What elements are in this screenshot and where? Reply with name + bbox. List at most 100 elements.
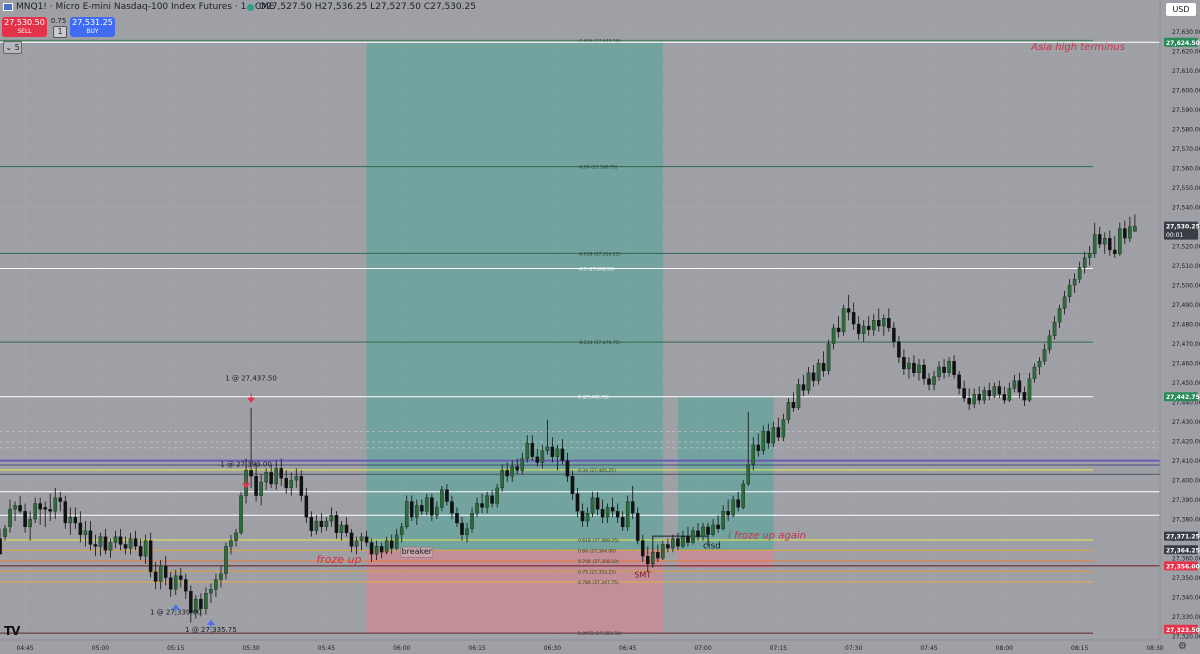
candle-body xyxy=(841,308,846,333)
candle-body xyxy=(495,487,499,504)
candle-body xyxy=(982,390,987,401)
fib-level-label: 0.618 (27,369.25) xyxy=(578,538,619,544)
y-tick-label: 27,560.00 xyxy=(1172,166,1200,173)
candle-body xyxy=(967,398,971,405)
candle-body xyxy=(826,343,831,372)
y-tick-label: 27,410.00 xyxy=(1172,458,1200,465)
candle-body xyxy=(118,536,123,545)
us-flag-icon xyxy=(3,3,13,11)
candle-body xyxy=(922,364,926,379)
price-tag-label: 27,364.25 xyxy=(1166,547,1200,554)
candle-body xyxy=(1102,238,1107,245)
candle-body xyxy=(445,489,449,502)
candle-body xyxy=(932,376,936,385)
candle-body xyxy=(1087,253,1092,258)
candle-body xyxy=(751,444,756,465)
candle-body xyxy=(661,544,665,559)
y-tick-label: 27,320.00 xyxy=(1172,634,1200,641)
candle-body xyxy=(997,386,1002,395)
candle-body xyxy=(359,536,364,541)
price-tag xyxy=(1164,545,1198,555)
candle-body xyxy=(194,598,198,613)
candle-body xyxy=(490,495,494,504)
candle-body xyxy=(173,575,178,590)
x-tick-label: 07:00 xyxy=(694,645,711,652)
sell-button[interactable]: 27,530.50 SELL xyxy=(2,17,47,37)
candle-body xyxy=(992,386,997,397)
candle-body xyxy=(178,575,183,580)
candle-body xyxy=(1072,279,1077,286)
x-tick-label: 05:30 xyxy=(242,645,259,652)
candle-body xyxy=(339,524,344,533)
y-tick-label: 27,570.00 xyxy=(1172,146,1200,153)
settings-gear-icon[interactable]: ⚙ xyxy=(1178,641,1187,652)
candle-body xyxy=(329,515,334,522)
y-tick-label: 27,480.00 xyxy=(1172,322,1200,329)
candle-body xyxy=(214,579,218,590)
candle-body xyxy=(856,323,861,334)
currency-selector[interactable]: USD xyxy=(1166,3,1196,16)
price-tag-countdown: 00:01 xyxy=(1166,232,1183,239)
candle-body xyxy=(450,501,454,514)
symbol-title[interactable]: MNQ1! · Micro E-mini Nasdaq-100 Index Fu… xyxy=(16,2,275,12)
x-tick-label: 05:15 xyxy=(167,645,184,652)
buy-button[interactable]: 27,531.25 BUY xyxy=(70,17,115,37)
annotation-label: Asia high terminus xyxy=(1030,42,1125,53)
candle-body xyxy=(1133,225,1137,232)
candle-body xyxy=(1037,360,1042,368)
candle-body xyxy=(158,565,163,582)
candle-body xyxy=(605,507,610,518)
candle-body xyxy=(299,476,304,496)
candle-body xyxy=(138,546,143,557)
candle-body xyxy=(545,446,550,451)
candle-body xyxy=(389,540,394,549)
candle-body xyxy=(108,542,113,551)
candle-body xyxy=(98,536,103,547)
y-tick-label: 27,620.00 xyxy=(1172,49,1200,56)
candle-body xyxy=(475,503,479,514)
candle-body xyxy=(771,427,776,444)
candle-body xyxy=(1017,380,1022,393)
fib-level-label: 0.706 (27,358.50) xyxy=(578,559,619,565)
candle-body xyxy=(726,511,730,516)
x-tick-label: 06:15 xyxy=(468,645,485,652)
candle-body xyxy=(334,515,339,533)
candle-body xyxy=(580,511,585,522)
candle-body xyxy=(1022,392,1027,401)
candle-body xyxy=(811,372,816,381)
candle-body xyxy=(897,341,901,358)
fib-level-label: 0.75 (27,353.25) xyxy=(578,569,616,575)
candle-body xyxy=(1047,335,1052,350)
spread-value: 0.75 xyxy=(50,17,67,25)
candle-body xyxy=(676,538,680,547)
candle-body xyxy=(781,419,786,438)
candle-body xyxy=(148,540,153,572)
candle-body xyxy=(530,442,535,457)
candle-body xyxy=(274,468,278,485)
x-tick-label: 06:30 xyxy=(544,645,561,652)
x-tick-label: 07:30 xyxy=(845,645,862,652)
candle-body xyxy=(686,536,690,543)
candle-body xyxy=(565,460,570,477)
candle-body xyxy=(0,538,2,555)
y-tick-label: 27,340.00 xyxy=(1172,595,1200,602)
y-tick-label: 27,390.00 xyxy=(1172,497,1200,504)
fib-level-label: 0.34 (27,405.25) xyxy=(578,468,616,474)
candle-body xyxy=(651,552,655,565)
ohlc-readout: O27,527.50 H27,536.25 L27,527.50 C27,530… xyxy=(259,2,476,12)
sell-price: 27,530.50 xyxy=(4,18,45,27)
candle-body xyxy=(625,501,630,528)
candle-body xyxy=(48,509,52,512)
symbol[interactable]: MNQ1! xyxy=(16,2,47,12)
candle-body xyxy=(540,450,545,463)
candle-body xyxy=(635,513,640,541)
candle-body xyxy=(379,546,384,553)
collapse-indicators-button[interactable]: ⌄ 5 xyxy=(3,41,22,54)
candle-body xyxy=(13,505,17,510)
fib-level-label: 0.786 (27,347.75) xyxy=(578,580,619,586)
candle-body xyxy=(801,384,806,391)
candle-body xyxy=(761,431,766,451)
candle-body xyxy=(430,497,434,516)
quantity-field[interactable]: 1 xyxy=(53,26,67,38)
